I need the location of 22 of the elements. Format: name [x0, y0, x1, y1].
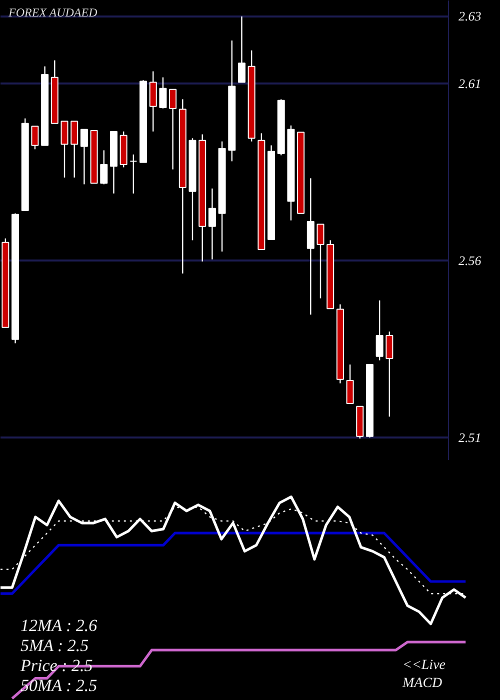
annotation: <<Live MACD: [402, 658, 446, 691]
candlestick: [31, 126, 39, 150]
candlestick: [346, 364, 354, 404]
candlestick: [80, 128, 88, 185]
candlestick: [70, 120, 78, 178]
candlestick: [376, 300, 384, 361]
y-tick-label: 2.63: [458, 8, 482, 24]
y-tick-label: 2.61: [458, 76, 482, 91]
candlestick: [208, 188, 216, 260]
candlestick: [316, 224, 324, 299]
candlestick: [100, 150, 108, 185]
chart-title: FOREX AUDAED: [8, 6, 98, 20]
candlestick: [386, 331, 394, 418]
candlestick: [159, 76, 167, 110]
candlestick: [169, 88, 177, 170]
candlestick: [60, 120, 68, 178]
y-tick-label: 2.56: [458, 252, 482, 268]
annotation: 5MA : 2.5: [20, 636, 89, 655]
candlestick: [238, 16, 246, 83]
candlestick: [130, 154, 138, 194]
y-tick-label: 2.51: [458, 430, 482, 445]
annotation: 12MA : 2.6: [20, 616, 98, 635]
